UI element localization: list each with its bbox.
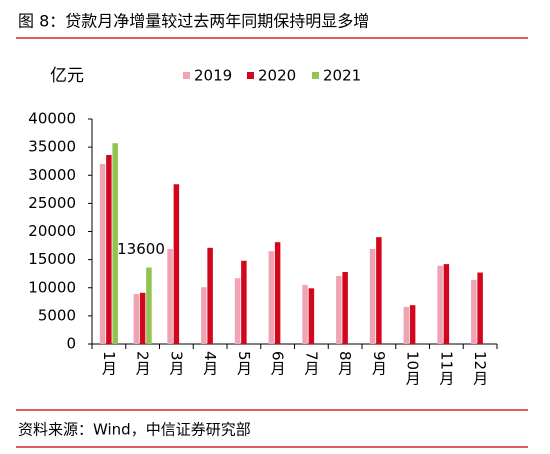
x-tick-label: 7月 <box>302 351 320 377</box>
x-tick-label: 4月 <box>201 351 219 377</box>
x-tick-label: 6月 <box>269 351 287 377</box>
bar <box>139 292 146 344</box>
bar <box>173 184 180 344</box>
y-tick-label: 10000 <box>28 278 76 296</box>
x-tick-label: 11月 <box>437 351 455 386</box>
x-tick-label: 5月 <box>235 351 253 377</box>
bar <box>403 306 410 344</box>
legend-swatch <box>247 72 254 79</box>
bar <box>106 155 112 344</box>
bar <box>409 305 416 344</box>
bar <box>302 284 308 344</box>
bar <box>207 247 213 344</box>
y-tick-label: 20000 <box>28 222 76 240</box>
y-tick-label: 15000 <box>28 250 76 268</box>
x-tick-label: 9月 <box>370 351 388 377</box>
y-tick-label: 40000 <box>28 110 76 128</box>
bar <box>167 248 173 344</box>
bar <box>443 264 450 344</box>
legend-label: 2020 <box>258 67 296 85</box>
bar <box>336 275 342 344</box>
legend-swatch <box>183 72 190 79</box>
bar <box>133 293 140 344</box>
legend-label: 2021 <box>323 67 361 85</box>
bar <box>274 242 281 344</box>
bar <box>369 248 376 344</box>
legend-label: 2019 <box>194 67 232 85</box>
x-tick-label: 2月 <box>134 351 152 377</box>
y-axis-label: 亿元 <box>50 66 84 86</box>
y-tick-label: 35000 <box>28 138 76 156</box>
legend-swatch <box>312 72 319 79</box>
bar <box>308 288 315 344</box>
bar <box>99 164 106 344</box>
y-tick-label: 5000 <box>38 306 76 324</box>
bar <box>241 260 247 344</box>
y-tick-label: 30000 <box>28 166 76 184</box>
bar <box>201 287 207 344</box>
x-tick-label: 1月 <box>100 351 118 377</box>
bar <box>477 272 483 344</box>
x-tick-label: 8月 <box>336 351 354 377</box>
bar <box>376 237 382 344</box>
bar <box>234 278 241 344</box>
x-tick-label: 3月 <box>167 351 185 377</box>
bar <box>146 267 152 344</box>
x-tick-label: 10月 <box>404 351 422 386</box>
bar <box>268 251 275 344</box>
bar <box>437 265 443 344</box>
x-tick-label: 12月 <box>471 351 489 386</box>
source: 资料来源：Wind，中信证券研究部 <box>18 421 251 439</box>
y-tick-label: 25000 <box>28 194 76 212</box>
bar <box>471 279 477 344</box>
bar <box>112 143 118 344</box>
chart-title: 图 8：贷款月净增量较过去两年同期保持明显多增 <box>18 12 369 31</box>
data-label: 13600 <box>117 240 165 258</box>
y-tick-label: 0 <box>66 335 76 353</box>
bar <box>342 272 348 344</box>
